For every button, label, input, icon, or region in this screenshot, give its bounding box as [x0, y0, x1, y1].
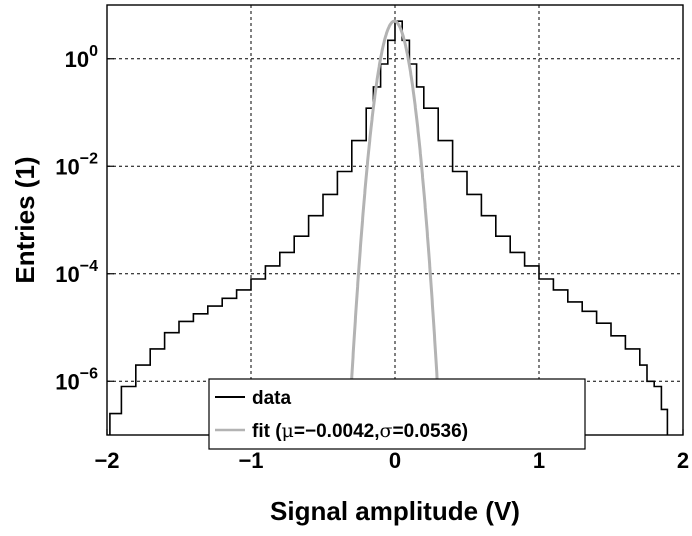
data-series-line: [109, 20, 669, 435]
grid-lines: [107, 5, 683, 435]
legend-label-data: data: [252, 388, 292, 409]
x-tick-label: 0: [389, 448, 401, 473]
x-tick-label: 2: [677, 448, 689, 473]
y-axis-title: Entries (1): [10, 156, 40, 283]
legend-label-fit: fit (μ=−0.0042,σ=0.0536): [252, 420, 468, 442]
y-tick-label: 10−2: [55, 150, 98, 179]
x-tick-label: −1: [238, 448, 263, 473]
x-tick-label: 1: [533, 448, 545, 473]
y-tick-label: 10−4: [55, 258, 98, 287]
y-tick-label: 10−6: [55, 365, 98, 394]
plot-lines: [109, 19, 669, 435]
axis-ticks: −2 −1 0 1 2 10−6 10−4 10−2 100: [55, 43, 689, 473]
legend-box: [208, 378, 586, 450]
x-axis-title: Signal amplitude (V): [270, 496, 520, 526]
legend: data fit (μ=−0.0042,σ=0.0536): [208, 378, 586, 450]
x-tick-label: −2: [94, 448, 119, 473]
fit-series-line: [347, 19, 442, 433]
plot-area-frame: [106, 4, 684, 436]
y-tick-label: 100: [65, 43, 98, 72]
